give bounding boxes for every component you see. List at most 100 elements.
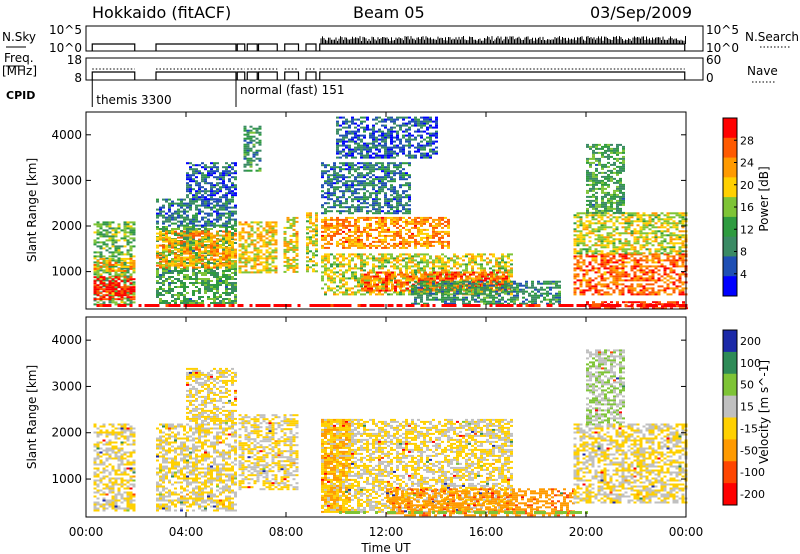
power-y-ticks: 1000 2000 3000 4000 xyxy=(51,128,686,279)
sky-left-label: N.Sky xyxy=(2,30,36,44)
freq-right-tick-top: 60 xyxy=(706,53,721,67)
y-tick-label: 2000 xyxy=(51,219,82,233)
power-colorbar-swatch xyxy=(723,256,737,277)
power-region xyxy=(156,198,237,227)
power-region xyxy=(186,162,237,201)
power-ylabel: Slant Range [km] xyxy=(25,158,39,262)
time-axis-label: Time UT xyxy=(360,541,411,554)
freq-panel-frame xyxy=(85,57,704,81)
sky-segment xyxy=(284,43,300,51)
velocity-colorbar-tick: 15 xyxy=(740,401,754,414)
sky-segment xyxy=(91,43,136,51)
velocity-colorbar-swatch xyxy=(723,330,737,353)
y-tick-label: 4000 xyxy=(51,128,82,142)
freq-left-tick-bottom: 8 xyxy=(74,71,82,85)
freq-segment xyxy=(319,71,686,80)
x-tick-label: 00:00 xyxy=(69,525,104,539)
sky-panel-frame xyxy=(85,25,704,52)
sky-segment xyxy=(236,43,246,51)
date-title: 03/Sep/2009 xyxy=(590,3,692,22)
velocity-region xyxy=(238,414,299,491)
velocity-region xyxy=(321,418,351,513)
velocity-colorbar-swatch xyxy=(723,395,737,418)
power-colorbar-swatch xyxy=(723,137,737,159)
power-region xyxy=(411,280,561,305)
y-tick-label: 4000 xyxy=(51,333,82,347)
velocity-colorbar-tick: 100 xyxy=(740,357,761,370)
velocity-colorbar-swatch xyxy=(723,373,737,397)
freq-left-label-1: Freq. xyxy=(4,51,34,65)
power-colorbar-tick: 24 xyxy=(740,157,754,170)
power-region xyxy=(156,230,237,269)
velocity-panel: 1000 2000 3000 4000 Slant Range [km] xyxy=(25,316,688,518)
power-colorbar-swatch xyxy=(723,276,737,297)
velocity-y-ticks: 1000 2000 3000 4000 xyxy=(51,333,686,486)
velocity-region xyxy=(93,423,136,512)
power-ground-band xyxy=(96,304,688,307)
velocity-ground-band xyxy=(339,511,588,514)
sky-segment xyxy=(319,43,686,51)
cpid-panel: CPID themis 3300 normal (fast) 151 xyxy=(6,80,344,107)
velocity-region xyxy=(156,423,237,512)
station-title: Hokkaido (fitACF) xyxy=(92,3,231,22)
x-tick-label: 12:00 xyxy=(369,525,404,539)
sky-left-tick-top: 10^5 xyxy=(49,23,82,37)
cpid-marks: themis 3300 normal (fast) 151 xyxy=(91,80,344,107)
sky-panel: N.Sky N.Search 10^5 10^0 10^5 10^0 xyxy=(2,23,799,55)
sky-segment xyxy=(155,43,237,51)
velocity-colorbar-swatch xyxy=(723,417,737,440)
power-colorbar-swatch xyxy=(723,157,737,178)
freq-segment xyxy=(155,71,237,80)
velocity-ylabel: Slant Range [km] xyxy=(25,365,39,469)
velocity-colorbar-tick: -200 xyxy=(740,488,765,501)
power-colorbar-tick: 12 xyxy=(740,223,754,236)
freq-panel: Freq. [MHz] Nave 18 8 60 0 xyxy=(2,51,778,85)
freq-segment xyxy=(284,71,300,80)
y-tick-label: 1000 xyxy=(51,265,82,279)
power-colorbar-tick: 4 xyxy=(740,268,747,281)
x-tick-label: 20:00 xyxy=(569,525,604,539)
sky-segment xyxy=(257,43,278,51)
cpid-mode-label: normal (fast) 151 xyxy=(240,83,344,97)
x-tick-label: 16:00 xyxy=(469,525,504,539)
velocity-region xyxy=(386,488,575,517)
y-tick-label: 1000 xyxy=(51,472,82,486)
freq-right-label: Nave xyxy=(747,64,778,78)
power-colorbar-swatch xyxy=(723,197,737,218)
beam-title: Beam 05 xyxy=(353,3,425,22)
power-colorbar-swatch xyxy=(723,118,737,139)
sky-trace xyxy=(91,36,686,51)
y-tick-label: 3000 xyxy=(51,379,82,393)
sky-right-tick-bottom: 10^0 xyxy=(706,41,739,55)
velocity-colorbar-swatch xyxy=(723,439,737,462)
velocity-colorbar-label: Velocity [m s^-1] xyxy=(757,360,771,464)
sky-left-tick-bottom: 10^0 xyxy=(49,41,82,55)
power-region xyxy=(238,221,278,274)
sky-right-label: N.Search xyxy=(745,30,799,44)
time-axis: 00:00 04:00 08:00 12:00 16:00 20:00 00:00 xyxy=(69,112,703,539)
y-tick-label: 2000 xyxy=(51,426,82,440)
power-region xyxy=(93,257,136,272)
velocity-colorbar-swatch xyxy=(723,351,737,375)
velocity-region xyxy=(186,367,237,424)
sky-segment xyxy=(305,43,317,51)
y-tick-label: 3000 xyxy=(51,173,82,187)
freq-trace xyxy=(91,68,686,80)
power-colorbar: 4 8 12 16 20 24 28 Power [dB] xyxy=(722,117,771,297)
velocity-colorbar-swatch xyxy=(723,461,737,484)
velocity-colorbar-tick: -50 xyxy=(740,444,758,457)
sky-segment xyxy=(246,43,258,51)
freq-segment xyxy=(236,71,246,80)
x-tick-label: 04:00 xyxy=(169,525,204,539)
freq-left-tick-top: 18 xyxy=(67,53,82,67)
velocity-region xyxy=(586,349,625,426)
power-region xyxy=(93,276,136,301)
power-colorbar-tick: 8 xyxy=(740,246,747,259)
x-tick-label: 08:00 xyxy=(269,525,304,539)
power-colorbar-swatch xyxy=(723,236,737,257)
velocity-colorbar-tick: 200 xyxy=(740,335,761,348)
cpid-mode-label: themis 3300 xyxy=(96,93,171,107)
power-colorbar-tick: 28 xyxy=(740,134,754,147)
freq-segment xyxy=(91,71,136,80)
